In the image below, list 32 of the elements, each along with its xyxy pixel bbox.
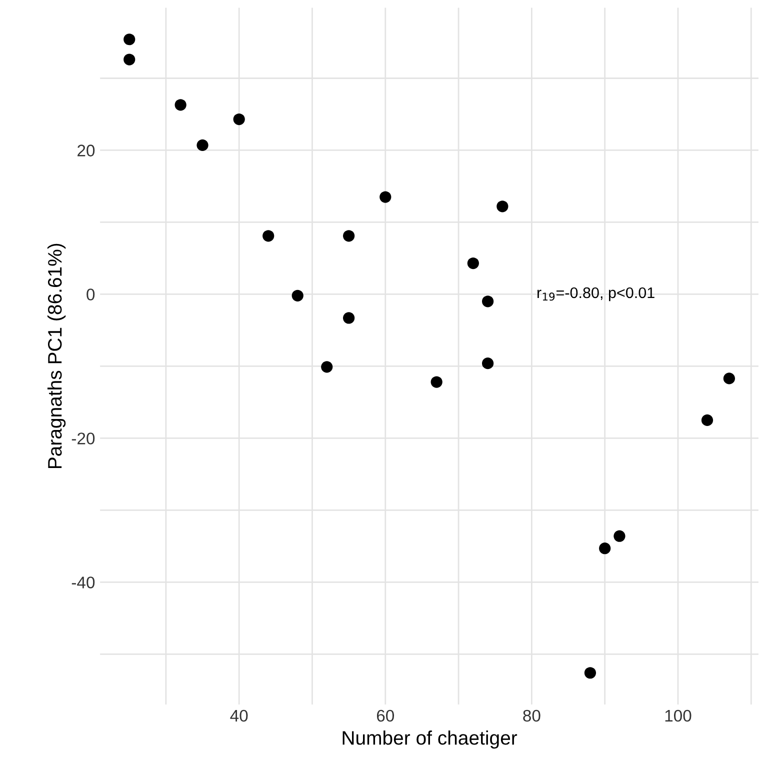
point [482,296,494,308]
point [701,414,714,426]
point [723,372,735,384]
x-tick-label: 100 [665,710,692,722]
point [496,200,508,212]
x-tick-label: 40 [230,710,248,722]
y-axis-title: Paragnaths PC1 (86.61%) [47,244,66,468]
point [599,542,611,554]
annotation: r$_{19}$=-0.80, p<0.01 [538,287,654,302]
point [343,312,355,324]
point [343,230,355,242]
point [262,230,274,242]
y-tick-label: -40 [72,576,95,588]
point [174,99,186,111]
point [380,191,392,203]
point [584,667,596,679]
point [614,530,626,542]
point [233,113,245,126]
point [292,290,304,302]
x-axis-title: Number of chaetiger [342,730,518,749]
point [124,54,136,66]
point [321,361,333,373]
x-tick-label: 80 [523,710,540,722]
y-tick-label: -20 [72,432,95,444]
point [467,257,479,270]
point [430,376,442,388]
point [124,34,136,46]
y-tick-label: 20 [78,144,95,156]
point [482,358,494,370]
x-tick-label: 60 [376,710,394,722]
y-tick-label: 0 [86,288,95,300]
point [196,139,208,152]
